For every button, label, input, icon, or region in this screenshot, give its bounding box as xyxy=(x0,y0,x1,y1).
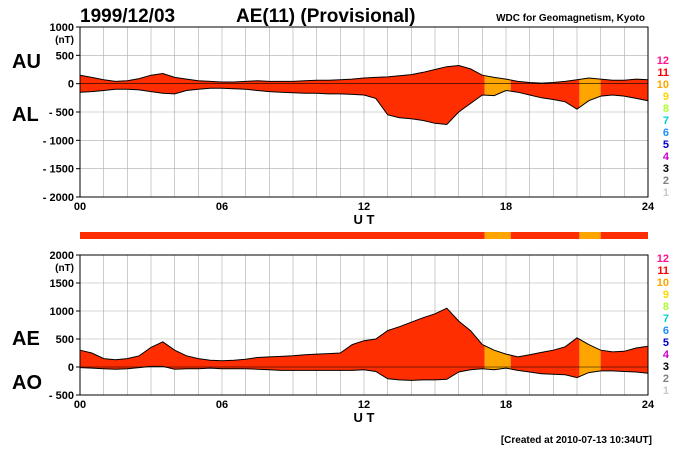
chart0-area-segment xyxy=(484,75,511,96)
chart0-xtick-label: 24 xyxy=(642,201,655,213)
chart1-area-segment xyxy=(484,345,511,370)
chart0-ytick-label: - 500 xyxy=(49,107,74,119)
chart1-ytick-label: 2000 xyxy=(50,250,74,262)
station-legend-item: 12 xyxy=(657,55,669,67)
station-legend-item: 2 xyxy=(663,373,669,385)
station-legend-item: 4 xyxy=(663,349,670,361)
station-bar-segment xyxy=(579,232,601,239)
chart1-ytick-label: 1500 xyxy=(50,278,74,290)
chart1-series-ae-line xyxy=(79,307,649,362)
chart1-area-segment xyxy=(80,308,485,381)
station-legend-item: 8 xyxy=(663,103,669,115)
station-legend-item: 10 xyxy=(657,277,669,289)
chart0-side-label-lower: AL xyxy=(12,104,39,126)
station-bar-segment xyxy=(600,232,648,239)
chart0-xtick-label: 12 xyxy=(358,201,370,213)
chart0-side-label-upper: AU xyxy=(12,51,41,73)
chart1-xtick-label: 24 xyxy=(642,399,655,411)
ae-ao-chart: 2000 1500 1000 500 0 - 500 (nT) 00 06 12 18 24 U T AE… xyxy=(12,250,655,425)
chart1-area-segment xyxy=(600,346,648,374)
chart0-area-segment xyxy=(80,65,485,125)
chart1-xtick-label: 18 xyxy=(500,399,512,411)
station-legend-item: 9 xyxy=(663,289,669,301)
station-legend-item: 11 xyxy=(657,67,669,79)
chart1-ytick-label: - 500 xyxy=(49,390,74,402)
index-title: AE(11) (Provisional) xyxy=(236,6,416,27)
chart1-xaxis-label: U T xyxy=(354,410,375,425)
station-legend-item: 3 xyxy=(663,163,669,175)
chart1-xtick-label: 06 xyxy=(216,399,228,411)
au-al-chart: 1000 500 0 - 500 - 1000 - 1500 - 2000 (nT) 00 06 1… xyxy=(12,22,655,227)
chart1-side-label-lower: AO xyxy=(12,372,42,394)
created-timestamp: [Created at 2010-07-13 10:34UT] xyxy=(501,435,652,446)
chart0-unit-label: (nT) xyxy=(55,35,74,46)
station-legend-item: 3 xyxy=(663,361,669,373)
station-legend-item: 7 xyxy=(663,115,669,127)
chart0-ytick-label: - 1000 xyxy=(43,135,74,147)
chart0-xaxis-label: U T xyxy=(354,212,375,227)
chart1-ytick-label: 1000 xyxy=(50,306,74,318)
chart1-xtick-label: 00 xyxy=(74,399,86,411)
chart1-ytick-label: 500 xyxy=(56,334,74,346)
chart0-xtick-label: 18 xyxy=(500,201,512,213)
chart0-xtick-label: 06 xyxy=(216,201,228,213)
station-bar-segment xyxy=(510,232,580,239)
chart0-ytick-label: - 2000 xyxy=(43,192,74,204)
chart1-ytick-label: 0 xyxy=(68,362,74,374)
station-legend-item: 8 xyxy=(663,301,669,313)
chart0-series-al-line xyxy=(79,87,649,126)
station-legend-item: 1 xyxy=(663,187,669,199)
date-title: 1999/12/03 xyxy=(80,6,175,27)
station-legend-item: 9 xyxy=(663,91,669,103)
station-legend-item: 4 xyxy=(663,151,670,163)
chart1-frame xyxy=(79,254,649,396)
station-legend-item: 6 xyxy=(663,325,669,337)
chart1-unit-label: (nT) xyxy=(55,263,74,274)
chart0-area-segment xyxy=(579,78,601,108)
station-count-bar xyxy=(80,232,648,239)
chart0-ytick-label: - 1500 xyxy=(43,164,74,176)
chart1-series-ao-line xyxy=(79,365,649,381)
station-bar-segment xyxy=(80,232,485,239)
station-legend-item: 7 xyxy=(663,313,669,325)
station-legend-item: 6 xyxy=(663,127,669,139)
chart1-side-label-upper: AE xyxy=(12,328,40,350)
chart0-ytick-label: 1000 xyxy=(50,22,74,34)
chart0-ytick-label: 500 xyxy=(56,50,74,62)
chart0-area-segment xyxy=(510,79,580,110)
station-legend-item: 11 xyxy=(657,265,669,277)
chart1-xtick-label: 12 xyxy=(358,399,370,411)
chart0-xtick-label: 00 xyxy=(74,201,86,213)
station-bar-segment xyxy=(484,232,511,239)
station-legend-item: 5 xyxy=(663,139,669,151)
station-legend-item: 5 xyxy=(663,337,669,349)
station-legend-item: 1 xyxy=(663,385,669,397)
chart0-series-au-line xyxy=(79,64,649,84)
station-legend-item: 10 xyxy=(657,79,669,91)
chart0-area-segment xyxy=(600,79,648,101)
station-legend-item: 2 xyxy=(663,175,669,187)
organization-label: WDC for Geomagnetism, Kyoto xyxy=(496,13,645,24)
station-legend-item: 12 xyxy=(657,253,669,265)
chart0-ytick-label: 0 xyxy=(68,79,74,91)
